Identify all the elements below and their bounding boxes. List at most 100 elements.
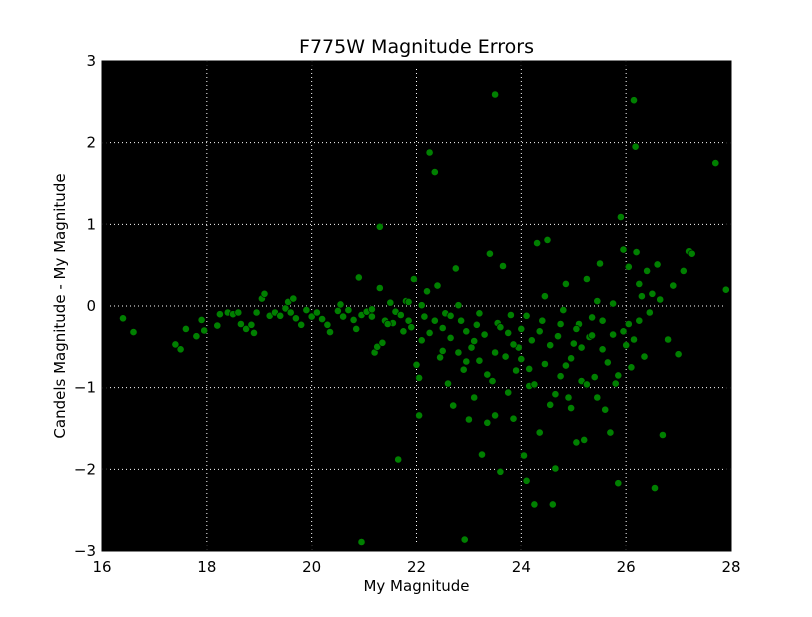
- data-point: [556, 372, 565, 381]
- data-point: [449, 401, 458, 410]
- data-point: [438, 346, 447, 355]
- data-point: [323, 320, 332, 329]
- data-point: [417, 336, 426, 345]
- data-point: [234, 308, 243, 317]
- data-point: [242, 324, 250, 333]
- data-point: [569, 339, 578, 348]
- data-point: [375, 284, 384, 292]
- data-point: [289, 294, 298, 303]
- data-point: [119, 314, 127, 323]
- data-point: [509, 340, 518, 349]
- data-point: [567, 404, 575, 412]
- data-point: [538, 316, 547, 325]
- data-point: [509, 414, 518, 423]
- data-point: [551, 464, 560, 473]
- data-point: [336, 300, 345, 309]
- data-point: [593, 297, 602, 305]
- data-point: [404, 316, 413, 325]
- data-point: [460, 535, 469, 544]
- data-point: [564, 393, 573, 402]
- x-tick-label: 18: [197, 558, 216, 576]
- data-point: [525, 364, 534, 373]
- data-point: [721, 285, 730, 294]
- data-point: [467, 343, 476, 352]
- data-point: [496, 323, 505, 332]
- data-point: [593, 393, 602, 402]
- data-point: [619, 245, 628, 254]
- data-point: [197, 315, 206, 324]
- data-point: [583, 275, 591, 283]
- data-point: [541, 360, 549, 368]
- data-point: [535, 428, 544, 437]
- data-point: [451, 264, 460, 273]
- data-point: [344, 306, 353, 314]
- data-point: [470, 337, 479, 345]
- y-tick-label: −2: [74, 460, 96, 478]
- data-point: [546, 400, 555, 409]
- axis-ticks: 16 18 20 22 24 26 28 3 2 1 0 −1 −2 −3: [74, 52, 741, 576]
- data-point: [499, 262, 507, 270]
- data-point: [472, 320, 481, 329]
- x-tick-label: 20: [302, 558, 321, 576]
- data-point: [409, 275, 418, 283]
- data-point: [659, 431, 667, 439]
- data-point: [596, 259, 604, 268]
- data-point: [307, 312, 316, 321]
- data-point: [396, 311, 405, 319]
- data-point: [567, 354, 575, 363]
- data-point: [535, 327, 544, 336]
- data-point: [260, 289, 269, 298]
- data-point: [352, 324, 361, 333]
- data-point: [543, 235, 552, 244]
- data-points: [119, 90, 730, 546]
- data-point: [504, 328, 513, 337]
- x-tick-label: 22: [407, 558, 426, 576]
- data-point: [653, 260, 662, 269]
- data-point: [527, 336, 536, 345]
- data-point: [656, 295, 665, 304]
- data-point: [572, 324, 581, 333]
- data-point: [129, 328, 138, 336]
- data-point: [598, 316, 607, 325]
- data-point: [622, 341, 631, 350]
- data-point: [679, 266, 688, 275]
- data-point: [554, 332, 562, 341]
- data-point: [417, 301, 426, 310]
- data-point: [433, 281, 442, 290]
- data-point: [478, 450, 486, 459]
- data-point: [333, 306, 342, 315]
- data-point: [464, 415, 473, 424]
- data-point: [491, 411, 499, 420]
- data-point: [546, 341, 555, 350]
- data-point: [643, 266, 651, 275]
- data-point: [664, 335, 672, 344]
- data-point: [247, 320, 256, 329]
- x-axis-label: My Magnitude: [363, 577, 469, 595]
- data-point: [367, 305, 376, 314]
- data-point: [415, 411, 423, 420]
- data-point: [624, 320, 633, 328]
- data-point: [601, 405, 610, 414]
- data-point: [583, 380, 591, 389]
- data-point: [501, 352, 510, 361]
- data-point: [520, 451, 528, 460]
- data-point: [530, 380, 539, 389]
- data-point: [541, 292, 549, 301]
- data-point: [462, 327, 471, 336]
- data-point: [394, 455, 403, 464]
- data-point: [711, 159, 720, 167]
- data-point: [556, 320, 565, 328]
- x-tick-label: 24: [512, 558, 531, 576]
- y-tick-label: −1: [74, 379, 96, 397]
- data-point: [213, 321, 222, 330]
- data-point: [496, 467, 505, 476]
- data-point: [312, 308, 321, 317]
- data-point: [354, 273, 363, 282]
- data-point: [302, 306, 311, 314]
- data-point: [297, 320, 306, 329]
- data-point: [349, 315, 358, 324]
- data-point: [533, 239, 541, 247]
- data-point: [562, 361, 570, 370]
- data-point: [399, 327, 408, 336]
- data-point: [375, 222, 384, 231]
